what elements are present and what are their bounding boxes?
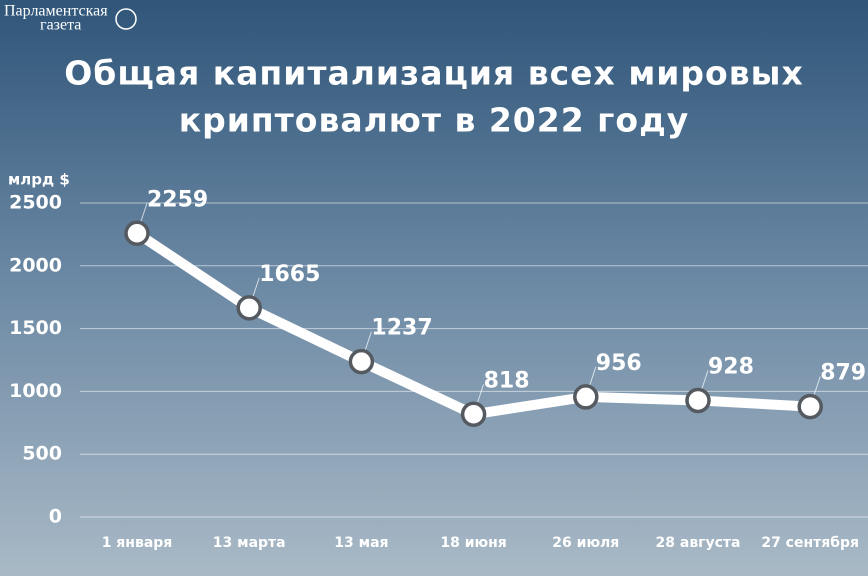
chart-title: Общая капитализация всех мировых xyxy=(64,54,804,93)
y-tick-label: 2500 xyxy=(9,192,62,214)
marker xyxy=(573,384,599,410)
y-tick-label: 500 xyxy=(22,443,62,465)
brand-name: газета xyxy=(40,17,81,34)
marker xyxy=(236,295,262,321)
y-tick-label: 1000 xyxy=(9,380,62,402)
value-label: 928 xyxy=(708,354,754,379)
marker xyxy=(797,393,823,420)
value-label: 2259 xyxy=(147,187,208,212)
marker xyxy=(460,401,487,428)
brand-name: Парламентская xyxy=(4,3,108,20)
marker xyxy=(124,220,150,247)
y-tick-label: 2000 xyxy=(9,254,62,276)
marker xyxy=(685,387,711,414)
y-axis-label: млрд $ xyxy=(8,171,70,189)
x-tick-label: 1 января xyxy=(102,535,173,551)
marker xyxy=(348,348,375,375)
x-tick-label: 27 сентября xyxy=(761,535,859,551)
y-tick-label: 0 xyxy=(49,506,62,528)
x-tick-label: 28 августа xyxy=(656,535,741,551)
value-label: 1665 xyxy=(259,262,320,287)
x-tick-label: 18 июня xyxy=(440,535,506,551)
brand-emblem xyxy=(115,8,137,30)
x-tick-label: 13 мая xyxy=(334,535,388,551)
value-label: 818 xyxy=(484,368,530,393)
value-label: 879 xyxy=(820,361,866,386)
value-label: 956 xyxy=(596,351,642,376)
y-tick-label: 1500 xyxy=(9,317,62,339)
value-label: 1237 xyxy=(371,316,432,341)
x-tick-label: 13 марта xyxy=(213,535,286,551)
chart-title: криптовалют в 2022 году xyxy=(179,101,690,140)
x-tick-label: 26 июля xyxy=(552,535,619,551)
